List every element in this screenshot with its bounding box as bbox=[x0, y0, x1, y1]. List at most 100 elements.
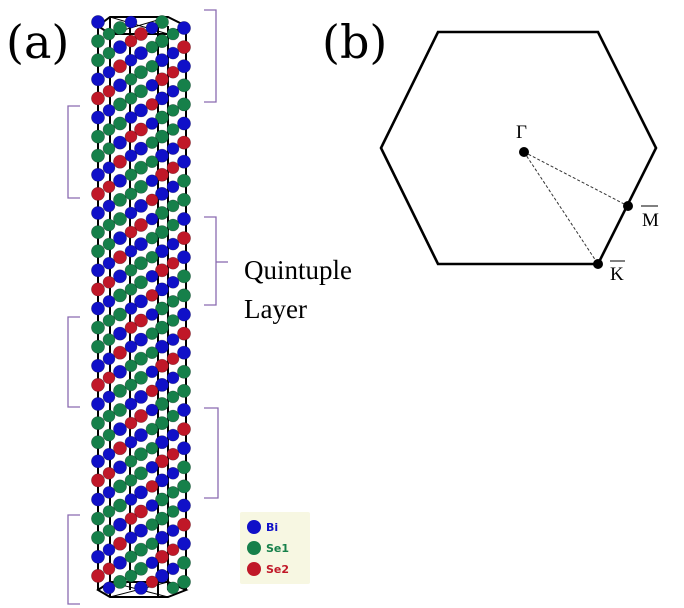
bracket-right-3 bbox=[204, 407, 219, 499]
atom bbox=[124, 493, 138, 506]
atom bbox=[145, 327, 159, 340]
atom bbox=[166, 123, 180, 136]
atom bbox=[124, 474, 138, 487]
atom bbox=[177, 269, 191, 284]
atom bbox=[102, 562, 116, 576]
atom bbox=[177, 231, 191, 245]
atom bbox=[113, 517, 127, 532]
atom bbox=[134, 313, 148, 328]
atom bbox=[145, 250, 159, 264]
atom bbox=[145, 308, 159, 321]
atom bbox=[91, 53, 105, 68]
atom bbox=[145, 155, 159, 168]
atom bbox=[102, 104, 116, 117]
atom bbox=[113, 307, 127, 322]
atom bbox=[124, 416, 138, 430]
atom bbox=[113, 441, 127, 456]
atom bbox=[134, 160, 148, 175]
atom bbox=[91, 167, 105, 182]
atom bbox=[177, 498, 191, 513]
atom bbox=[102, 27, 116, 41]
atom bbox=[155, 148, 169, 163]
atom bbox=[102, 180, 116, 194]
atom bbox=[134, 409, 148, 423]
atom bbox=[145, 460, 159, 474]
atom bbox=[102, 352, 116, 366]
atom bbox=[145, 98, 159, 111]
atom bbox=[134, 542, 148, 557]
atom bbox=[145, 289, 159, 302]
atom bbox=[166, 314, 180, 327]
atom bbox=[102, 199, 116, 213]
atom bbox=[134, 581, 148, 595]
legend-bi-label: Bi bbox=[266, 521, 278, 534]
atom bbox=[177, 173, 191, 188]
atom bbox=[145, 441, 159, 455]
atom bbox=[124, 569, 138, 583]
atom bbox=[134, 27, 148, 41]
atom bbox=[166, 447, 180, 461]
atom bbox=[124, 168, 138, 182]
atom bbox=[113, 383, 127, 398]
atom bbox=[177, 40, 191, 54]
atom bbox=[145, 59, 159, 73]
bracket-right-1 bbox=[204, 9, 217, 103]
bracket-right-2 bbox=[204, 216, 217, 306]
atom bbox=[102, 295, 116, 308]
atom bbox=[155, 549, 169, 564]
atom bbox=[166, 581, 180, 595]
atom bbox=[124, 283, 138, 296]
atom bbox=[155, 34, 169, 48]
atom bbox=[102, 314, 116, 327]
atom bbox=[134, 65, 148, 80]
atom bbox=[134, 370, 148, 385]
brillouin-zone: Γ M K bbox=[379, 30, 659, 285]
atom bbox=[91, 473, 105, 488]
atom bbox=[155, 167, 169, 182]
atom bbox=[124, 531, 138, 545]
atom bbox=[91, 320, 105, 335]
atom bbox=[102, 256, 116, 270]
atom bbox=[166, 371, 180, 385]
atom bbox=[124, 397, 138, 411]
atom bbox=[166, 104, 180, 117]
atom bbox=[113, 575, 127, 589]
atom bbox=[124, 149, 138, 162]
atom bbox=[134, 103, 148, 118]
atom bbox=[91, 416, 105, 430]
atom bbox=[124, 340, 138, 354]
atom bbox=[166, 256, 180, 270]
panel-a-label: (a) bbox=[6, 15, 69, 69]
atom bbox=[177, 364, 191, 379]
atom bbox=[177, 154, 191, 169]
atom bbox=[166, 85, 180, 98]
bracket-left-3 bbox=[67, 514, 80, 605]
legend-se1-label: Se1 bbox=[266, 542, 289, 555]
atom bbox=[113, 536, 127, 551]
atom bbox=[177, 383, 191, 398]
atom bbox=[145, 193, 159, 207]
atom bbox=[91, 569, 105, 583]
atom bbox=[166, 543, 180, 557]
atom bbox=[166, 524, 180, 537]
atom bbox=[166, 486, 180, 499]
atoms bbox=[91, 15, 191, 595]
atom bbox=[155, 129, 169, 144]
legend: Bi Se1 Se2 bbox=[240, 512, 310, 584]
atom bbox=[91, 225, 105, 239]
atom bbox=[91, 244, 105, 259]
atom bbox=[102, 409, 116, 423]
atom bbox=[166, 142, 180, 155]
atom bbox=[177, 403, 191, 417]
atom bbox=[124, 73, 138, 86]
atom bbox=[155, 473, 169, 488]
atom bbox=[166, 65, 180, 79]
atom bbox=[155, 91, 169, 106]
atom bbox=[166, 161, 180, 174]
atom bbox=[134, 84, 148, 99]
atom bbox=[124, 225, 138, 239]
atom bbox=[113, 173, 127, 188]
atom bbox=[177, 192, 191, 207]
atom bbox=[177, 97, 191, 112]
atom bbox=[145, 231, 159, 245]
